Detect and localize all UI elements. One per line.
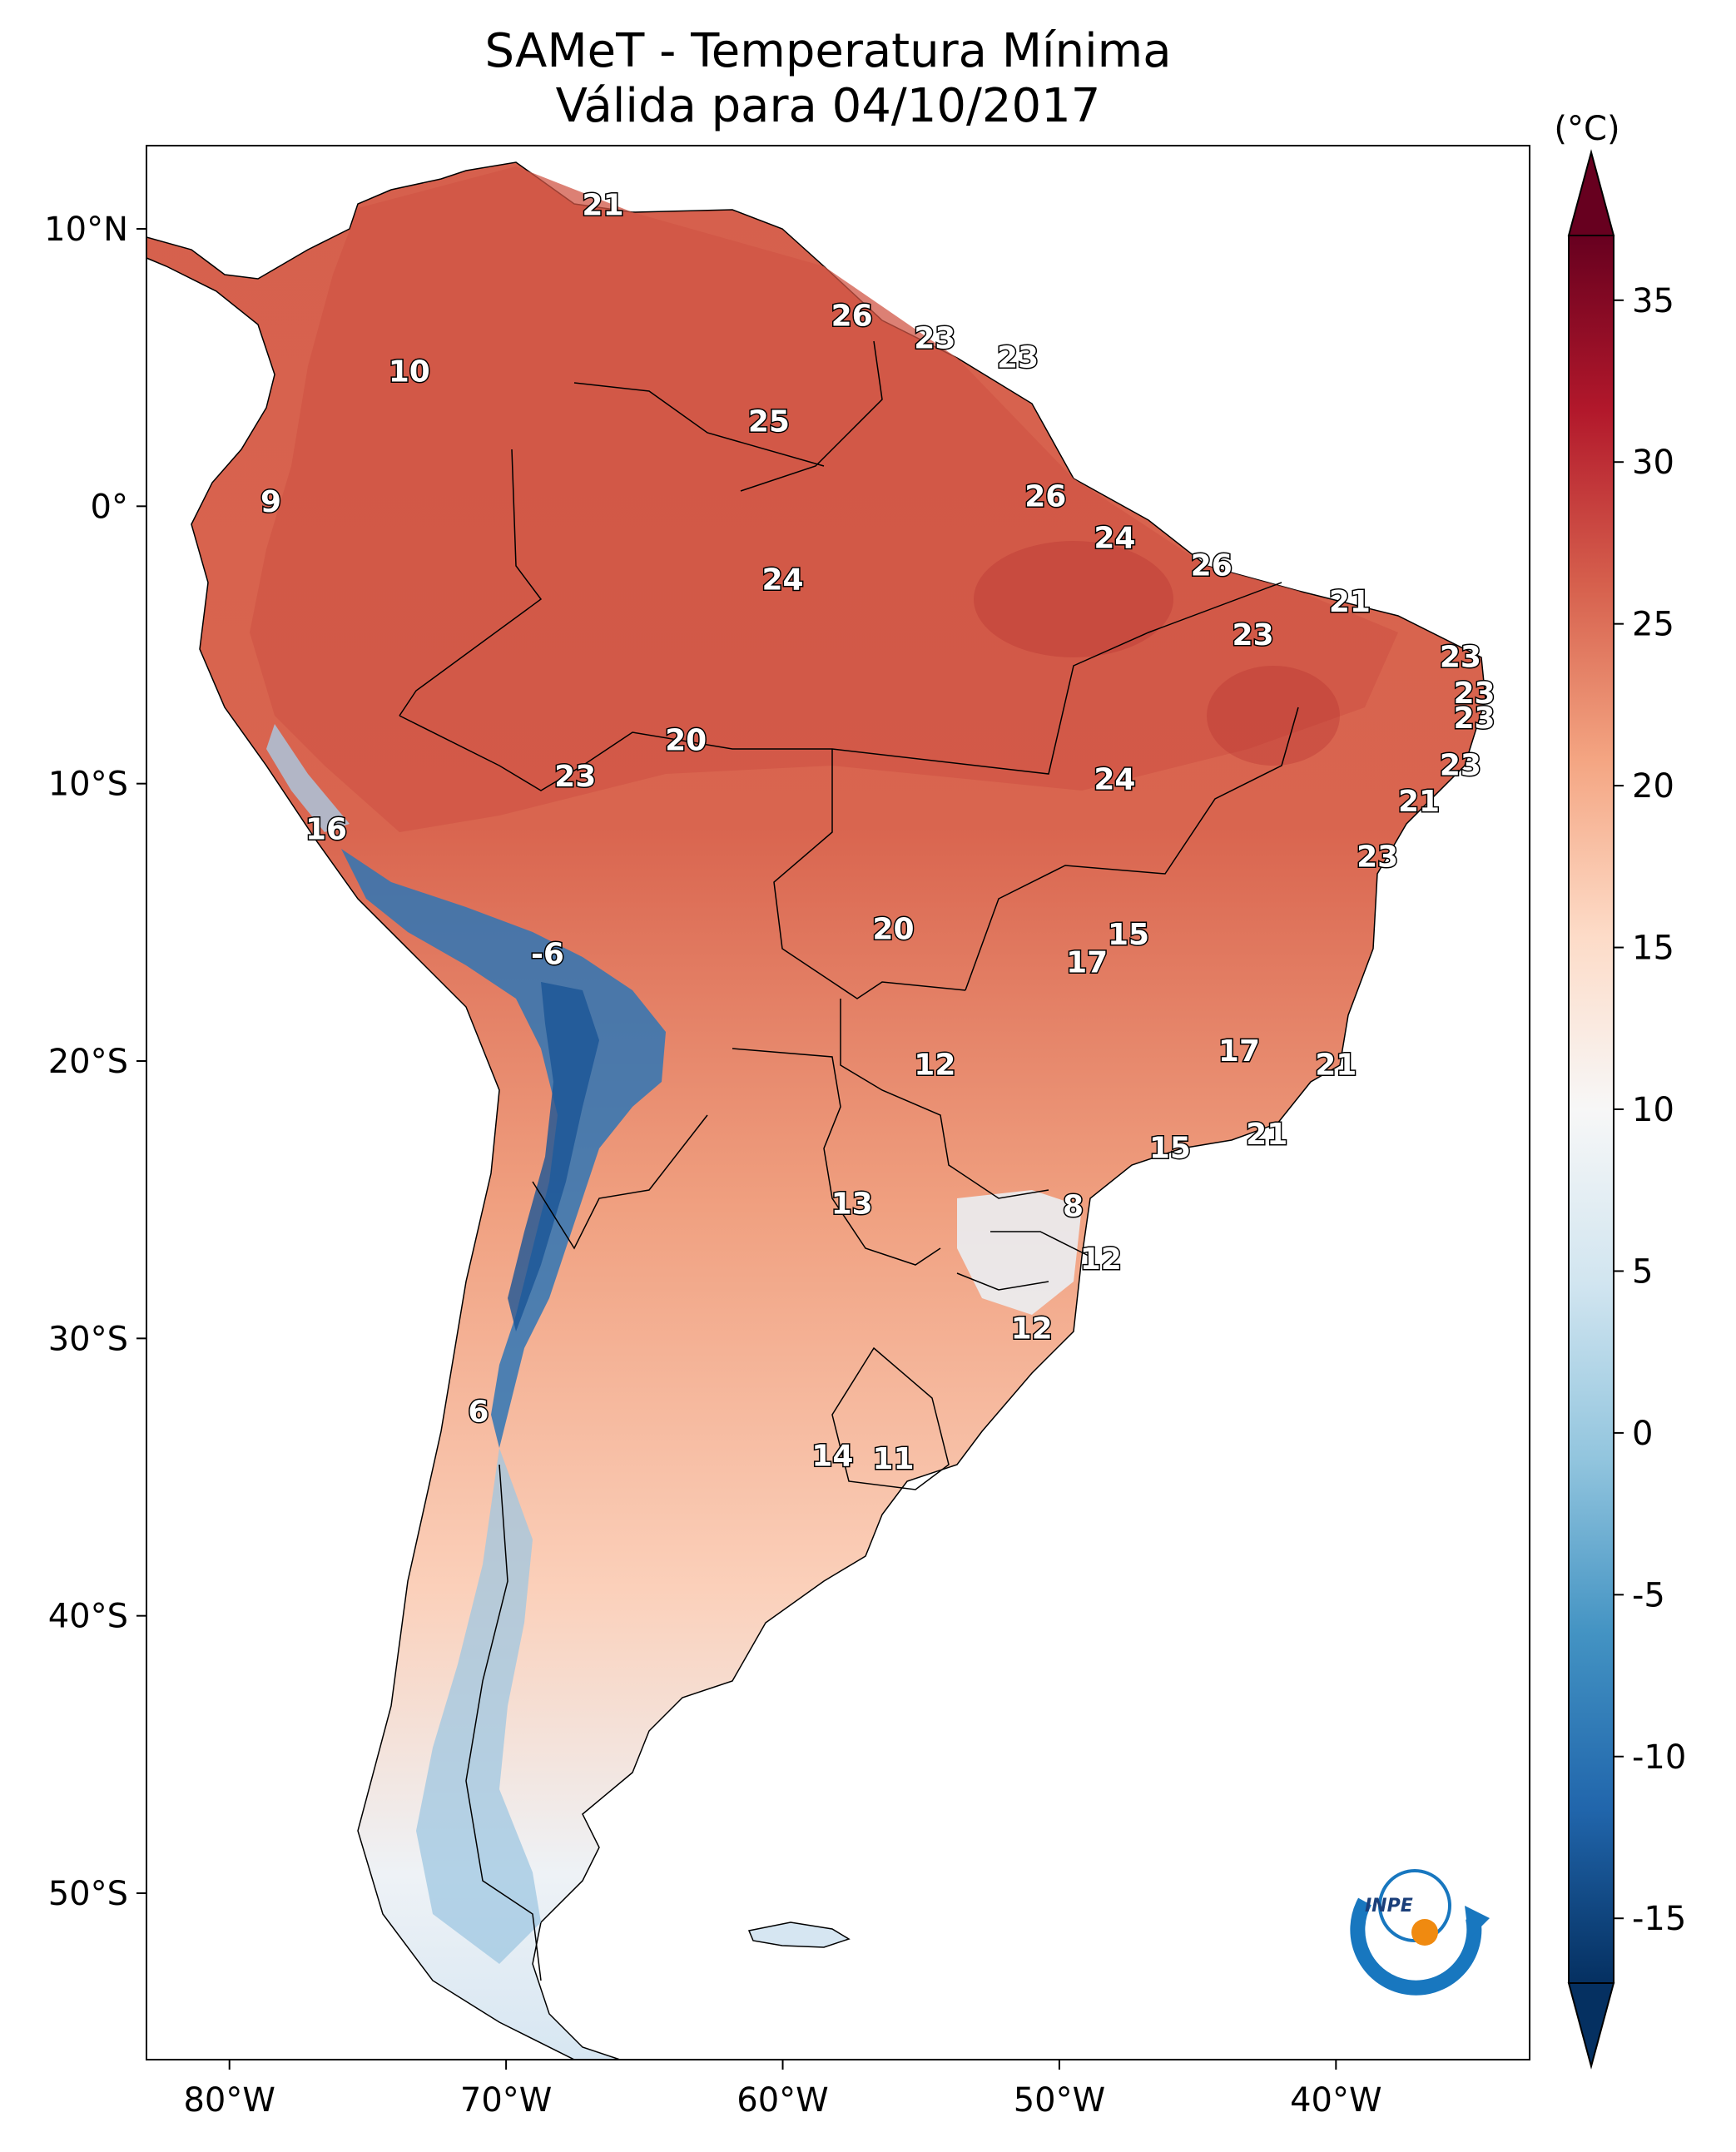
station-label: 26 — [1024, 479, 1066, 513]
colorbar-unit: (°C) — [1554, 110, 1619, 148]
colorbar-tick-label: 20 — [1632, 767, 1674, 806]
station-label: 8 — [1063, 1190, 1084, 1224]
colorbar-tick-label: -10 — [1632, 1738, 1686, 1777]
colorbar-ticks: 35 30 25 20 15 10 5 0 -5 -10 -15 — [1614, 282, 1686, 1938]
station-label: 24 — [761, 563, 803, 597]
station-label: 23 — [1453, 677, 1495, 711]
colorbar-tick-label: 0 — [1632, 1415, 1653, 1453]
lon-tick-label: 50°W — [1014, 2081, 1105, 2120]
lat-tick-label: 20°S — [48, 1043, 128, 1081]
hot-spot-para — [974, 541, 1173, 657]
inpe-logo-arc — [1350, 1897, 1482, 1996]
inpe-logo-text: INPE — [1365, 1896, 1413, 1916]
station-label: 23 — [1440, 749, 1481, 783]
station-label: 21 — [582, 188, 623, 222]
station-label: 20 — [872, 912, 914, 946]
andes-deep-cold — [508, 982, 599, 1331]
station-label: 23 — [914, 321, 955, 355]
station-label: 23 — [1233, 618, 1274, 652]
colorbar-tick-label: 10 — [1632, 1091, 1674, 1129]
station-label: 10 — [389, 355, 430, 389]
map-frame — [146, 145, 1530, 2060]
station-label: 14 — [811, 1440, 853, 1474]
station-label: 21 — [1398, 785, 1440, 819]
inpe-logo-sun — [1411, 1919, 1438, 1946]
station-label: 13 — [831, 1187, 873, 1221]
station-label: 23 — [997, 341, 1039, 375]
colorbar-tick-label: 25 — [1632, 606, 1674, 644]
colorbar-tick-label: -15 — [1632, 1900, 1686, 1938]
colorbar-tick-label: 5 — [1632, 1252, 1653, 1291]
station-label: 17 — [1218, 1034, 1260, 1069]
lon-tick-label: 60°W — [737, 2081, 828, 2120]
latitude-axis: 10°N 0° 10°S 20°S 30°S 40°S 50°S — [44, 211, 146, 1913]
station-label: 23 — [1453, 702, 1495, 736]
station-label: -6 — [531, 937, 564, 971]
colorbar: (°C) 35 30 25 20 15 10 5 0 -5 -10 -15 — [1554, 110, 1686, 2070]
station-label: 15 — [1108, 918, 1149, 952]
station-label: 17 — [1066, 945, 1108, 979]
station-label: 20 — [665, 724, 707, 758]
lon-tick-label: 70°W — [460, 2081, 552, 2120]
falkland-islands — [747, 1921, 851, 1948]
hot-spot-nordeste — [1207, 666, 1340, 766]
station-label: 11 — [872, 1442, 914, 1476]
lat-tick-label: 50°S — [48, 1875, 128, 1913]
warm-north-region — [250, 166, 1398, 832]
inpe-logo-arrow-icon — [1465, 1906, 1490, 1939]
station-label: 26 — [1191, 549, 1233, 583]
station-label: 12 — [914, 1049, 955, 1083]
map-area — [146, 161, 1486, 2060]
station-label: 24 — [1094, 521, 1135, 555]
title-line-2: Válida para 04/10/2017 — [555, 79, 1101, 133]
longitude-axis: 80°W 70°W 60°W 50°W 40°W — [183, 2060, 1382, 2120]
station-label: 23 — [1357, 840, 1398, 875]
colorbar-tick-label: 30 — [1632, 444, 1674, 482]
colorbar-gradient — [1568, 235, 1614, 1984]
colorbar-tick-label: 15 — [1632, 930, 1674, 968]
colorbar-tick-label: 35 — [1632, 282, 1674, 320]
station-label: 23 — [1440, 641, 1481, 675]
colorbar-lower-extension — [1567, 1982, 1615, 2070]
lon-tick-label: 80°W — [183, 2081, 275, 2120]
lon-tick-label: 40°W — [1290, 2081, 1381, 2120]
title-line-1: SAMeT - Temperatura Mínima — [484, 24, 1172, 78]
station-label: 6 — [468, 1395, 489, 1429]
colorbar-upper-extension — [1567, 149, 1615, 236]
colorbar-tick-label: -5 — [1632, 1576, 1665, 1614]
lat-tick-label: 10°N — [44, 211, 128, 249]
lat-tick-label: 10°S — [48, 766, 128, 804]
station-label: 21 — [1315, 1049, 1357, 1083]
coast-cold — [266, 724, 350, 832]
station-label: 21 — [1329, 585, 1371, 619]
station-label: 25 — [748, 404, 790, 439]
station-label: 16 — [305, 812, 347, 846]
station-label: 26 — [831, 300, 873, 334]
lat-tick-label: 30°S — [48, 1320, 128, 1358]
station-label: 23 — [554, 760, 596, 794]
station-label: 12 — [1011, 1312, 1053, 1346]
inpe-logo: INPE — [1350, 1869, 1490, 1996]
station-label: 15 — [1149, 1132, 1191, 1166]
lat-tick-label: 0° — [91, 488, 128, 526]
south-brazil-cool — [957, 1190, 1082, 1315]
station-label: 12 — [1080, 1242, 1122, 1277]
station-label: 9 — [260, 485, 281, 519]
station-label: 21 — [1246, 1118, 1287, 1152]
country-borders — [399, 340, 1299, 1981]
station-label: 24 — [1094, 762, 1135, 796]
lat-tick-label: 40°S — [48, 1598, 128, 1636]
